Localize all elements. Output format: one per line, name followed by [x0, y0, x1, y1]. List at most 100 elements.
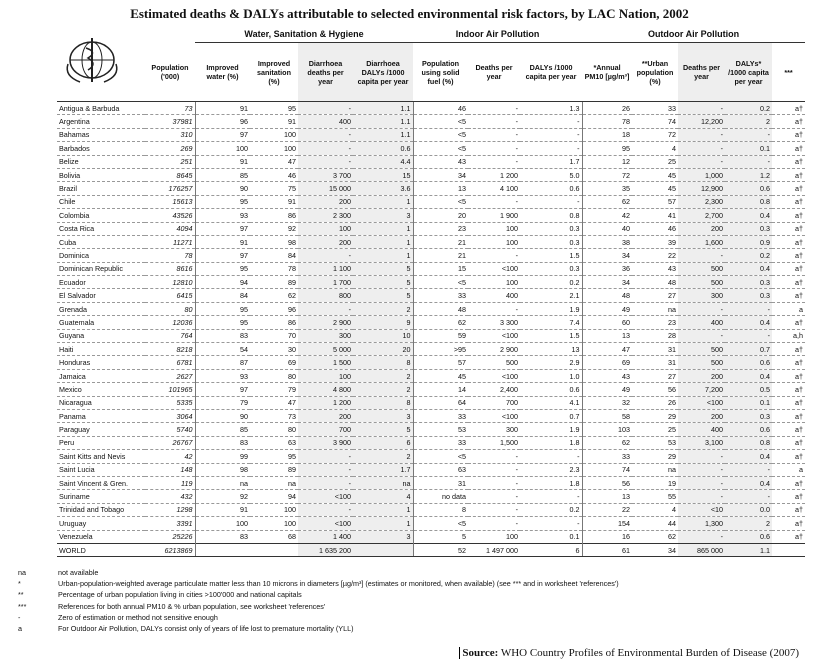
cell: 78 — [145, 248, 195, 263]
cell: 83 — [194, 329, 250, 344]
cell: 15 000 — [298, 181, 353, 196]
cell: 91 — [194, 101, 250, 116]
cell: 2.1 — [520, 288, 583, 303]
table-row: Costa Rica 4094 97 92 100 1 23 100 0.3 40 46 200 0.3… — [57, 222, 806, 236]
cell: <5 — [412, 195, 469, 210]
cell: 33 — [581, 449, 633, 464]
column-header: Population using solid fuel (%) — [413, 42, 469, 102]
cell: 400 — [468, 288, 521, 303]
cell: 95 — [194, 302, 250, 317]
cell: 0.6 — [725, 355, 773, 370]
cell: - — [725, 155, 773, 169]
cell: 0.3 — [725, 222, 773, 236]
cell: 1 100 — [298, 262, 353, 277]
cell: 34 — [412, 168, 469, 183]
cell: 2,400 — [468, 382, 521, 397]
cell: 300 — [678, 288, 726, 303]
cell: 4 800 — [298, 382, 353, 397]
cell: 1.9 — [520, 302, 583, 317]
cell: 84 — [250, 248, 298, 263]
cell: 31 — [632, 355, 679, 370]
footnote: *** References for both annual PM10 & % u… — [18, 602, 619, 613]
cell: 73 — [145, 101, 195, 116]
table-row: Trinidad and Tobago 1298 91 100-1 8-0.2 22 4 <1… — [57, 503, 806, 518]
row-label: WORLD — [57, 542, 145, 558]
table-row: Saint Kitts and Nevis 42 99 95-2 <5- -33 29-0.… — [57, 449, 806, 464]
cell: 1,500 — [468, 436, 521, 451]
cell: a† — [772, 248, 806, 263]
cell: 95 — [194, 315, 250, 330]
cell: a† — [772, 141, 806, 156]
cell: 100 — [250, 141, 298, 156]
cell: 0.6 — [353, 141, 414, 156]
cell: 15 — [353, 168, 414, 183]
cell: - — [468, 248, 521, 263]
cell: 5 — [353, 288, 414, 303]
cell: 97 — [194, 222, 250, 236]
cell: a† — [772, 288, 806, 303]
cell: 4.4 — [353, 155, 414, 169]
cell: 432 — [145, 489, 195, 504]
cell: a† — [772, 315, 806, 330]
cell: 32 — [581, 396, 633, 410]
cell: 80 — [250, 369, 298, 384]
footnote: na not available — [18, 568, 619, 579]
source-text: WHO Country Profiles of Environmental Bu… — [500, 647, 799, 659]
cell: 70 — [250, 329, 298, 344]
group-header: Indoor Air Pollution — [413, 26, 583, 43]
cell: 1.1 — [725, 542, 773, 558]
cell: a† — [772, 436, 806, 451]
cell: a — [772, 463, 806, 477]
cell: 68 — [250, 530, 298, 544]
cell: - — [298, 128, 353, 143]
cell: 2,300 — [678, 195, 726, 210]
cell: 20 — [412, 208, 469, 223]
row-label: Brazil — [57, 181, 145, 196]
row-label: Saint Lucia — [57, 463, 145, 477]
cell: 27 — [632, 288, 679, 303]
cell: 85 — [194, 168, 250, 183]
cell: <5 — [412, 114, 469, 129]
cell: 25 — [632, 155, 679, 169]
cell: - — [468, 463, 521, 477]
cell: - — [468, 489, 521, 504]
cell: - — [468, 141, 521, 156]
footnote: * Urban-population-weighted average parti… — [18, 579, 619, 590]
row-label: Trinidad and Tobago — [57, 503, 145, 518]
cell: 86 — [250, 208, 298, 223]
cell: 90 — [194, 409, 250, 424]
cell: 34 — [581, 248, 633, 263]
row-label: Dominican Republic — [57, 262, 145, 277]
cell: 43 — [632, 262, 679, 277]
cell: 97 — [194, 128, 250, 143]
cell: 57 — [412, 355, 469, 370]
cell — [194, 542, 250, 558]
cell: 2627 — [145, 369, 195, 384]
cell: 0.8 — [725, 436, 773, 451]
cell: 1.2 — [725, 168, 773, 183]
cell: <100 — [468, 262, 521, 277]
cell: - — [725, 128, 773, 143]
cell: 154 — [581, 516, 633, 531]
cell: 1,300 — [678, 516, 726, 531]
footnote-symbol: * — [18, 579, 21, 589]
column-header: Population ('000) — [145, 42, 195, 102]
cell: <5 — [412, 141, 469, 156]
footnote: a For Outdoor Air Pollution, DALYs consis… — [18, 624, 619, 635]
cell: 43526 — [145, 208, 195, 223]
cell: 4 — [632, 141, 679, 156]
table-row: Jamaica 2627 93 80 100 2 45 <100 1.0 43 27 200 0.4 a† — [57, 369, 806, 384]
cell: 23 — [412, 222, 469, 236]
cell: a† — [772, 449, 806, 464]
cell: 5 — [412, 530, 469, 544]
cell: 0.6 — [725, 181, 773, 196]
cell: - — [678, 463, 726, 477]
cell: 1.8 — [520, 476, 583, 491]
cell: a† — [772, 503, 806, 518]
cell: a† — [772, 476, 806, 491]
cell: 0.4 — [725, 476, 773, 491]
table-row: Venezuela 25226 83 68 1 400 3 5 100 0.1 16 62-0.6 a… — [57, 530, 806, 544]
cell: 0.7 — [725, 342, 773, 357]
cell: 57 — [632, 195, 679, 210]
cell: 28 — [632, 329, 679, 344]
